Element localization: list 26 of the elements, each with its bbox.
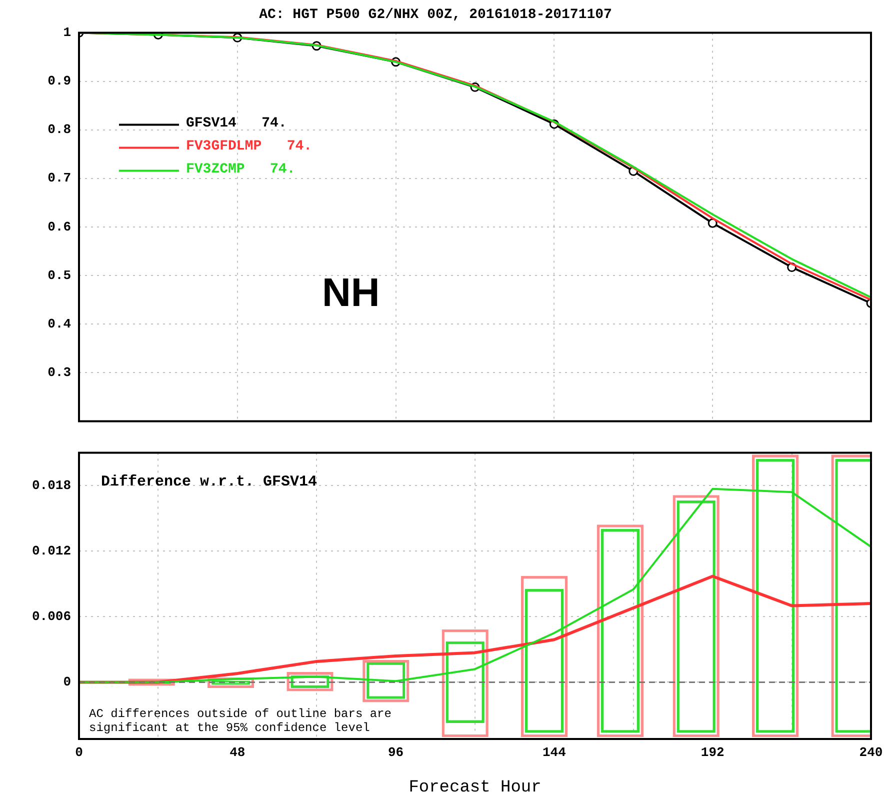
x-tick-label: 48 — [230, 745, 246, 760]
x-tick-label: 192 — [700, 745, 724, 760]
y-tick-label: 0.8 — [48, 122, 72, 138]
y-tick-label: 0 — [63, 674, 72, 690]
legend-label: FV3ZCMP 74. — [186, 161, 296, 178]
y-tick-label: 0.012 — [32, 543, 72, 558]
legend-label: FV3GFDLMP 74. — [186, 138, 312, 154]
y-tick-label: 0.4 — [48, 316, 72, 332]
x-tick-label: 144 — [542, 745, 566, 760]
x-axis-title: Forecast Hour — [408, 778, 542, 798]
y-tick-label: 0.018 — [32, 478, 72, 493]
y-tick-label: 0.7 — [48, 170, 71, 186]
chart-title: AC: HGT P500 G2/NHX 00Z, 20161018-20171107 — [259, 6, 612, 23]
y-tick-label: 0.9 — [48, 74, 72, 89]
x-tick-label: 240 — [859, 745, 883, 760]
y-tick-label: 0.6 — [48, 219, 72, 234]
annotation: Difference w.r.t. GFSV14 — [101, 474, 318, 491]
annotation: NH — [322, 270, 380, 315]
annotation: AC differences outside of outline bars are significant at the 95% confidence level — [89, 707, 392, 736]
y-tick-label: 1 — [63, 25, 72, 40]
y-tick-label: 0.5 — [48, 268, 72, 283]
x-tick-label: 96 — [388, 745, 404, 760]
y-tick-label: 0.3 — [48, 364, 72, 380]
x-tick-label: 0 — [75, 745, 84, 760]
legend-label: GFSV14 74. — [186, 115, 287, 132]
y-tick-label: 0.006 — [32, 608, 72, 624]
